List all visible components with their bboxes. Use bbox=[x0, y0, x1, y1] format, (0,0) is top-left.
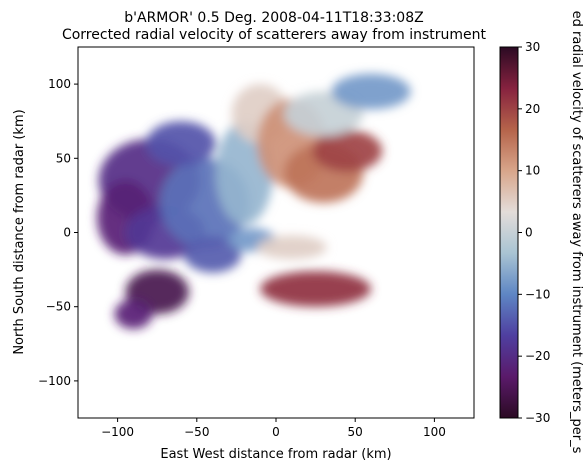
colorbar-tick-label: −20 bbox=[525, 349, 550, 363]
x-tick-label: 0 bbox=[272, 425, 280, 439]
plot-area bbox=[97, 73, 411, 329]
colorbar-tick-label: 20 bbox=[525, 102, 540, 116]
velocity-echo-region bbox=[331, 73, 411, 110]
colorbar-axis: −30 −20 −10 0 10 20 30 bbox=[518, 40, 550, 425]
chart-title: b'ARMOR' 0.5 Deg. 2008-04-11T18:33:08Z bbox=[124, 10, 423, 26]
colorbar-label: ed radial velocity of scatterers away fr… bbox=[569, 11, 584, 454]
x-tick-label: −100 bbox=[101, 425, 134, 439]
velocity-echo-region bbox=[312, 130, 383, 172]
x-tick-label: 100 bbox=[423, 425, 446, 439]
radar-echo-regions bbox=[97, 73, 411, 329]
colorbar-tick-label: 10 bbox=[525, 164, 540, 178]
y-tick-label: 100 bbox=[48, 77, 71, 91]
colorbar-tick-label: 0 bbox=[525, 226, 533, 240]
y-tick-label: −100 bbox=[38, 374, 71, 388]
y-tick-label: −50 bbox=[46, 300, 71, 314]
colorbar-tick-label: 30 bbox=[525, 40, 540, 54]
x-tick-label: −50 bbox=[184, 425, 209, 439]
y-tick-label: 50 bbox=[56, 151, 71, 165]
chart-subtitle: Corrected radial velocity of scatterers … bbox=[62, 27, 487, 43]
y-axis: −100 −50 0 50 100 bbox=[38, 77, 78, 388]
colorbar-tick-label: −30 bbox=[525, 411, 550, 425]
y-tick-label: 0 bbox=[63, 226, 71, 240]
x-axis-label: East West distance from radar (km) bbox=[160, 447, 391, 462]
y-axis-label: North South distance from radar (km) bbox=[12, 109, 27, 354]
velocity-echo-region bbox=[184, 236, 242, 273]
velocity-echo-region bbox=[146, 121, 216, 166]
colorbar bbox=[499, 46, 519, 419]
colorbar-tick-label: −10 bbox=[525, 287, 550, 301]
velocity-echo-region bbox=[256, 235, 327, 260]
velocity-echo-region bbox=[260, 271, 372, 307]
x-axis: −100 −50 0 50 100 bbox=[101, 418, 446, 439]
x-tick-label: 50 bbox=[348, 425, 363, 439]
velocity-echo-region bbox=[114, 299, 153, 329]
